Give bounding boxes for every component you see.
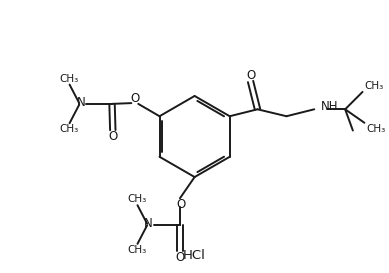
Text: CH₃: CH₃ [59,124,79,134]
Text: N: N [144,217,153,230]
Text: CH₃: CH₃ [127,245,146,255]
Text: CH₃: CH₃ [364,81,384,91]
Text: O: O [246,69,255,82]
Text: O: O [108,130,117,143]
Text: O: O [176,198,185,211]
Text: N: N [76,96,85,109]
Text: O: O [175,251,184,264]
Text: O: O [130,92,139,105]
Text: CH₃: CH₃ [59,74,79,84]
Text: CH₃: CH₃ [366,124,385,133]
Text: HCl: HCl [183,249,206,262]
Text: CH₃: CH₃ [127,194,146,204]
Text: NH: NH [321,100,338,114]
